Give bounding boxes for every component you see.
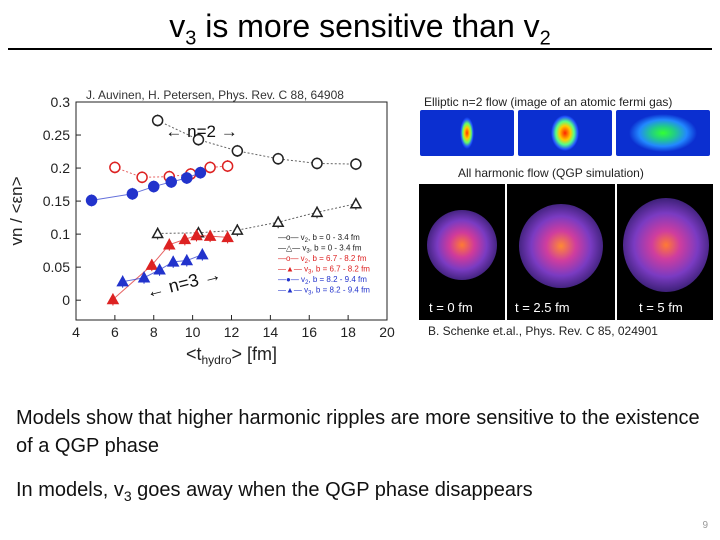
legend-entry-3: —▲— v3, b = 6.7 - 8.2 fm [278,265,370,276]
x-tick-label: 14 [263,324,279,340]
bullet-2-pre: In models, v [16,479,124,501]
legend-entry-0: —o— v2, b = 0 - 3.4 fm [278,233,360,244]
y-axis-label: vn / <εn> [7,176,26,245]
data-point [231,223,244,235]
legend-entry-4: —●— v2, b = 8.2 - 9.4 fm [278,275,367,286]
fermi-gas-image-1 [420,110,514,156]
data-point [192,133,205,146]
harmonic-caption: All harmonic flow (QGP simulation) [458,166,644,180]
data-point [310,205,324,218]
chart-root: 0 0.05 0.1 0.15 0.2 0.25 0.3 4 6 8 10 12 14 16 18 20 vn … [7,94,395,367]
y-tick-label: 0.2 [51,160,71,176]
legend-entry-5: —▲— v3, b = 8.2 - 9.4 fm [278,286,370,297]
series-line-0 [157,120,356,165]
data-point [126,188,139,200]
data-point [180,254,194,266]
qgp-sim-panel-3: t = 5 fm [617,184,713,320]
legend-entry-1: —△— v3, b = 0 - 3.4 fm [278,244,362,255]
sim-time-1: t = 0 fm [429,300,473,315]
data-point [145,258,159,270]
data-point [194,166,207,179]
data-point [350,158,362,170]
data-point [148,180,160,193]
y-tick-label: 0.25 [43,127,70,143]
y-tick-label: 0.3 [51,94,71,110]
qgp-sim-panel-2: t = 2.5 fm [507,184,615,320]
bullet-2: In models, v3 goes away when the QGP pha… [16,476,706,510]
data-point [116,275,129,287]
data-point [271,215,285,227]
data-point [85,194,98,207]
title-sub-3: 3 [185,27,197,50]
x-tick-label: 16 [301,324,317,340]
x-axis-label: <thydro> [fm] [186,344,277,367]
x-tick-label: 4 [72,324,80,340]
y-tick-label: 0.05 [43,259,70,275]
sim-time-2: t = 2.5 fm [515,300,570,315]
bullet-2-sub: 3 [123,488,132,504]
qgp-sim-panel-1: t = 0 fm [419,184,505,320]
data-point [153,263,166,275]
bullet-1: Models show that higher harmonic ripples… [16,407,700,457]
data-point [151,226,164,239]
y-tick-label: 0.1 [51,226,71,242]
qgp-blob-1 [427,210,497,280]
data-point [190,228,203,241]
data-point [311,157,323,170]
x-tick-label: 12 [224,324,240,340]
title-middle: is more sensitive than v [196,8,540,44]
x-tick-label: 20 [379,324,395,340]
title-v: v [169,8,186,44]
y-tick-label: 0 [62,292,70,308]
right-citation: B. Schenke et.al., Phys. Rev. C 85, 0249… [428,324,658,338]
data-point [221,230,234,243]
data-point [231,145,244,157]
data-point [203,229,217,241]
x-tick-label: 8 [150,324,158,340]
fermi-gas-image-2 [518,110,612,156]
page-number: 9 [702,520,708,531]
x-axis-label-main: <t [186,344,202,364]
title-sub-2: 2 [539,27,551,50]
x-tick-label: 10 [185,324,201,340]
y-tick-label: 0.15 [43,193,70,209]
elliptic-caption: Elliptic n=2 flow (image of an atomic fe… [424,95,673,109]
data-point [349,197,363,209]
fermi-gas-image-3 [616,110,710,156]
data-point [196,248,209,260]
qgp-blob-3 [623,198,709,292]
data-point [166,255,180,267]
data-point [163,238,176,250]
left-citation: J. Auvinen, H. Petersen, Phys. Rev. C 88… [86,88,344,102]
legend-entry-2: —o— v2, b = 6.7 - 8.2 fm [278,254,367,265]
data-point [272,153,284,165]
slide-title: v3 is more sensitive than v2 [0,6,720,58]
data-point [204,161,216,174]
data-point [221,160,234,172]
data-point [165,176,177,188]
qgp-blob-2 [519,204,603,288]
data-point [106,292,120,305]
data-point [178,232,192,245]
data-point [151,114,164,127]
data-point [136,171,148,184]
x-tick-label: 6 [111,324,119,340]
data-point [137,271,151,283]
bullet-2-post: goes away when the QGP phase disappears [131,479,533,501]
x-axis-label-sub: hydro [201,353,231,367]
sim-time-3: t = 5 fm [639,300,683,315]
series-line-1 [157,203,357,234]
data-point [109,161,121,174]
annotation-n2: ← n=2 → [165,122,237,141]
x-axis-label-post: > [fm] [232,344,278,364]
title-underline [8,48,712,50]
data-point [181,172,193,184]
x-tick-label: 18 [340,324,356,340]
fermi-gas-image-strip [418,110,712,156]
